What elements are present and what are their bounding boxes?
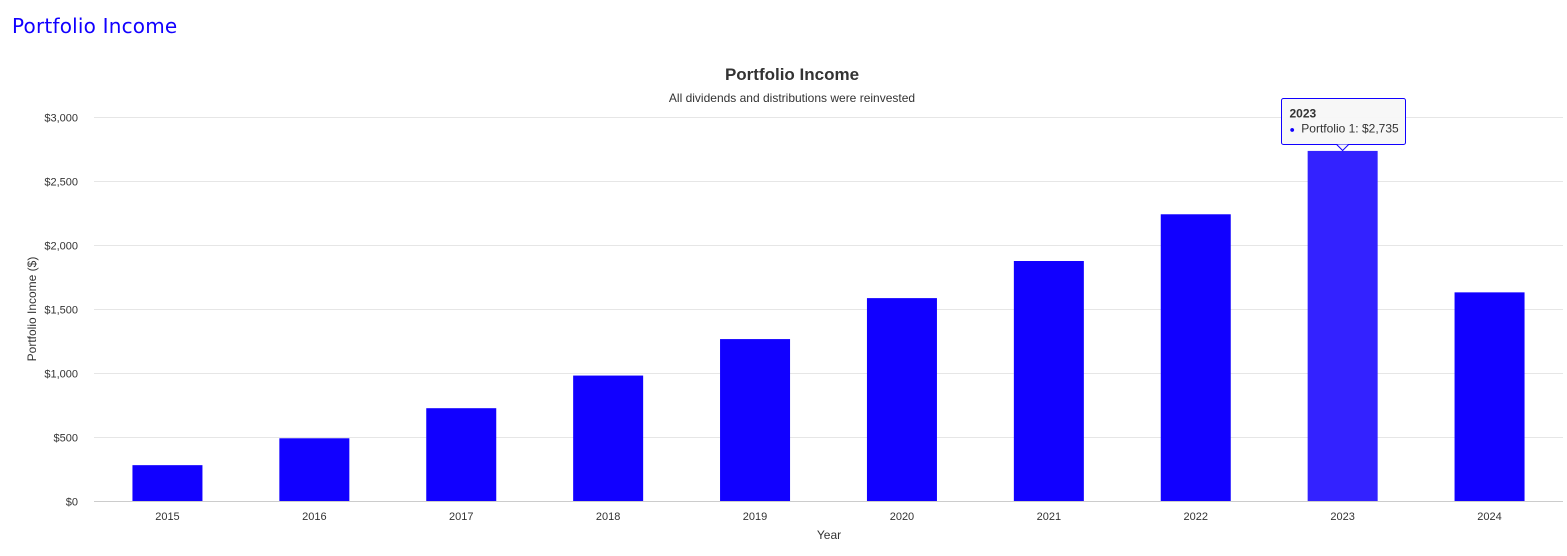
- x-tick-label: 2019: [743, 511, 767, 523]
- y-tick-label: $1,000: [44, 369, 78, 381]
- tooltip-series-line: ● Portfolio 1: $2,735: [1290, 122, 1400, 136]
- x-tick-label: 2018: [596, 511, 620, 523]
- x-tick-label: 2024: [1477, 511, 1501, 523]
- chart-tooltip: 2023 ● Portfolio 1: $2,735: [1281, 98, 1406, 152]
- x-tick-label: 2015: [155, 511, 179, 523]
- chart-title: Portfolio Income: [725, 65, 859, 84]
- bar-2024[interactable]: [1454, 292, 1525, 501]
- page-heading: Portfolio Income: [12, 14, 178, 38]
- chart-subtitle: All dividends and distributions were rei…: [669, 91, 915, 105]
- x-tick-label: 2016: [302, 511, 326, 523]
- bar-2017[interactable]: [426, 408, 497, 501]
- x-tick-label: 2017: [449, 511, 473, 523]
- bar-2023[interactable]: [1307, 150, 1378, 502]
- x-tick-label: 2023: [1330, 511, 1354, 523]
- chart-bars: [132, 150, 1525, 502]
- tooltip-value: Portfolio 1: $2,735: [1301, 122, 1399, 136]
- y-axis-ticks: $0 $500 $1,000 $1,500 $2,000 $2,500 $3,000: [44, 113, 78, 509]
- bar-2022[interactable]: [1160, 214, 1231, 501]
- tooltip-pointer: [1336, 144, 1350, 152]
- y-axis-label: Portfolio Income ($): [25, 257, 39, 362]
- y-tick-label: $1,500: [44, 305, 78, 317]
- y-tick-label: $2,500: [44, 177, 78, 189]
- x-tick-label: 2022: [1184, 511, 1208, 523]
- bar-2021[interactable]: [1013, 261, 1084, 501]
- x-axis-label: Year: [817, 528, 841, 542]
- tooltip-bullet: ●: [1290, 125, 1295, 135]
- x-axis-ticks: 2015 2016 2017 2018 2019 2020 2021 2022 2023 2024: [155, 511, 1502, 523]
- y-tick-label: $2,000: [44, 241, 78, 253]
- y-tick-label: $3,000: [44, 113, 78, 125]
- y-tick-label: $500: [54, 433, 78, 445]
- bar-2020[interactable]: [866, 298, 937, 501]
- x-tick-label: 2020: [890, 511, 914, 523]
- bar-2015[interactable]: [132, 465, 203, 501]
- bar-2016[interactable]: [279, 438, 350, 501]
- x-tick-label: 2021: [1037, 511, 1061, 523]
- bar-2018[interactable]: [573, 375, 644, 501]
- bar-2019[interactable]: [720, 339, 791, 501]
- tooltip-title: 2023: [1290, 107, 1317, 121]
- y-tick-label: $0: [66, 497, 78, 509]
